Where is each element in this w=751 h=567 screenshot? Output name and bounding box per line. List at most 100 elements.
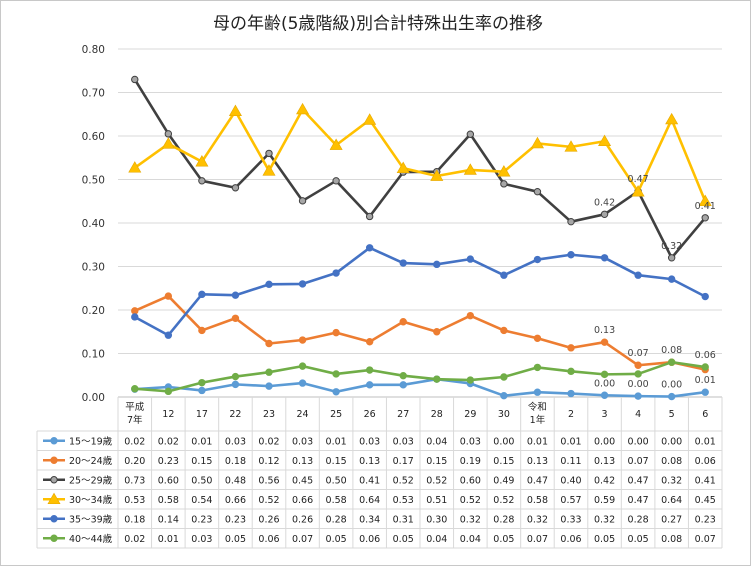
table-cell: 0.32 [460,514,481,525]
table-cell: 0.06 [560,534,581,545]
table-cell: 0.02 [158,436,179,447]
data-point [131,385,139,393]
data-point [198,290,206,299]
data-point [701,363,709,371]
data-point [500,391,508,400]
table-cell: 0.05 [393,534,414,545]
table-cell: 0.28 [493,514,514,525]
table-cell: 0.60 [460,475,481,486]
data-point [530,136,544,149]
table-cell: 0.59 [594,495,615,506]
x-tick-label: 30 [498,409,510,420]
x-tick-label: 2 [568,409,574,420]
table-cell: 0.00 [493,436,514,447]
data-point [298,280,307,288]
data-point [396,161,410,173]
table-cell: 0.06 [695,456,716,467]
y-tick-label: 0.40 [82,218,105,230]
table-cell: 0.17 [393,456,414,467]
y-axis: 0.00 0.10 0.20 0.30 0.40 0.50 0.60 0.70 0.80 [82,44,105,404]
data-point [634,271,642,279]
data-point [600,210,609,219]
data-label: 0.41 [695,201,716,212]
data-point [365,366,374,374]
data-point [634,361,642,369]
chart-title: 母の年齢(5歳階級)別合計特殊出生率の推移 [213,14,543,34]
table-cell: 0.12 [258,456,279,467]
data-point [567,367,575,376]
table-cell: 0.58 [326,495,347,506]
table-cell: 0.20 [124,456,145,467]
legend-label: 30～34歳 [69,494,113,506]
table-cell: 0.57 [560,495,581,506]
legend-label: 35～39歳 [69,513,113,525]
table-cell: 0.19 [460,456,481,467]
data-point [399,259,407,267]
table-cell: 0.52 [493,495,514,506]
data-point [564,140,578,152]
table-cell: 0.13 [359,456,380,467]
data-point [500,271,508,279]
data-point [567,217,575,226]
data-point [231,184,240,192]
series-line [134,108,707,202]
data-point [567,251,575,259]
table-cell: 0.11 [560,456,581,467]
data-point [701,388,709,396]
table-cell: 0.47 [628,495,649,506]
data-point [332,328,340,337]
data-point [50,534,58,542]
data-point [198,177,206,185]
table-cell: 0.01 [560,436,581,447]
data-point [365,381,374,389]
data-point [430,169,444,181]
table-cell: 0.00 [661,436,682,447]
table-cell: 0.32 [594,514,615,525]
series-line [134,360,706,393]
data-point [399,371,407,380]
data-point [231,372,240,381]
table-cell: 0.42 [594,475,615,486]
table-cell: 0.01 [191,436,212,447]
table-cell: 0.58 [527,495,548,506]
x-tick-label: 5 [669,409,675,420]
table-cell: 0.02 [124,436,145,447]
series-2 [131,292,709,374]
table-cell: 0.66 [225,495,246,506]
table-cell: 0.13 [292,456,313,467]
data-point [332,269,340,277]
data-point [497,165,511,177]
y-tick-label: 0.20 [82,305,105,317]
x-tick-label: 12 [162,409,174,420]
table-cell: 0.15 [493,456,514,467]
table-cell: 0.02 [124,534,145,545]
data-point [363,113,377,125]
data-point [262,164,276,176]
x-tick-label: 23 [263,409,275,420]
data-point [128,161,142,173]
table-cell: 0.07 [527,534,548,545]
series-line [133,78,707,260]
data-point [399,318,407,326]
table-cell: 0.07 [628,456,649,467]
table-cell: 0.00 [594,436,615,447]
table-cell: 0.03 [393,436,414,447]
data-point [298,379,307,387]
data-point [433,328,441,336]
legend-label: 25～29歳 [69,474,113,486]
table-cell: 0.05 [493,534,514,545]
table-cell: 0.06 [359,534,380,545]
data-point [665,112,679,125]
data-point [47,492,61,505]
series-line [134,246,706,337]
data-label: 0.08 [661,345,682,356]
y-tick-label: 0.50 [82,175,105,187]
data-label: 0.07 [628,348,649,359]
data-point [332,388,340,396]
data-point [298,336,307,344]
data-label: 0.00 [594,378,615,389]
data-point [50,476,58,484]
table-cell: 0.13 [594,456,615,467]
